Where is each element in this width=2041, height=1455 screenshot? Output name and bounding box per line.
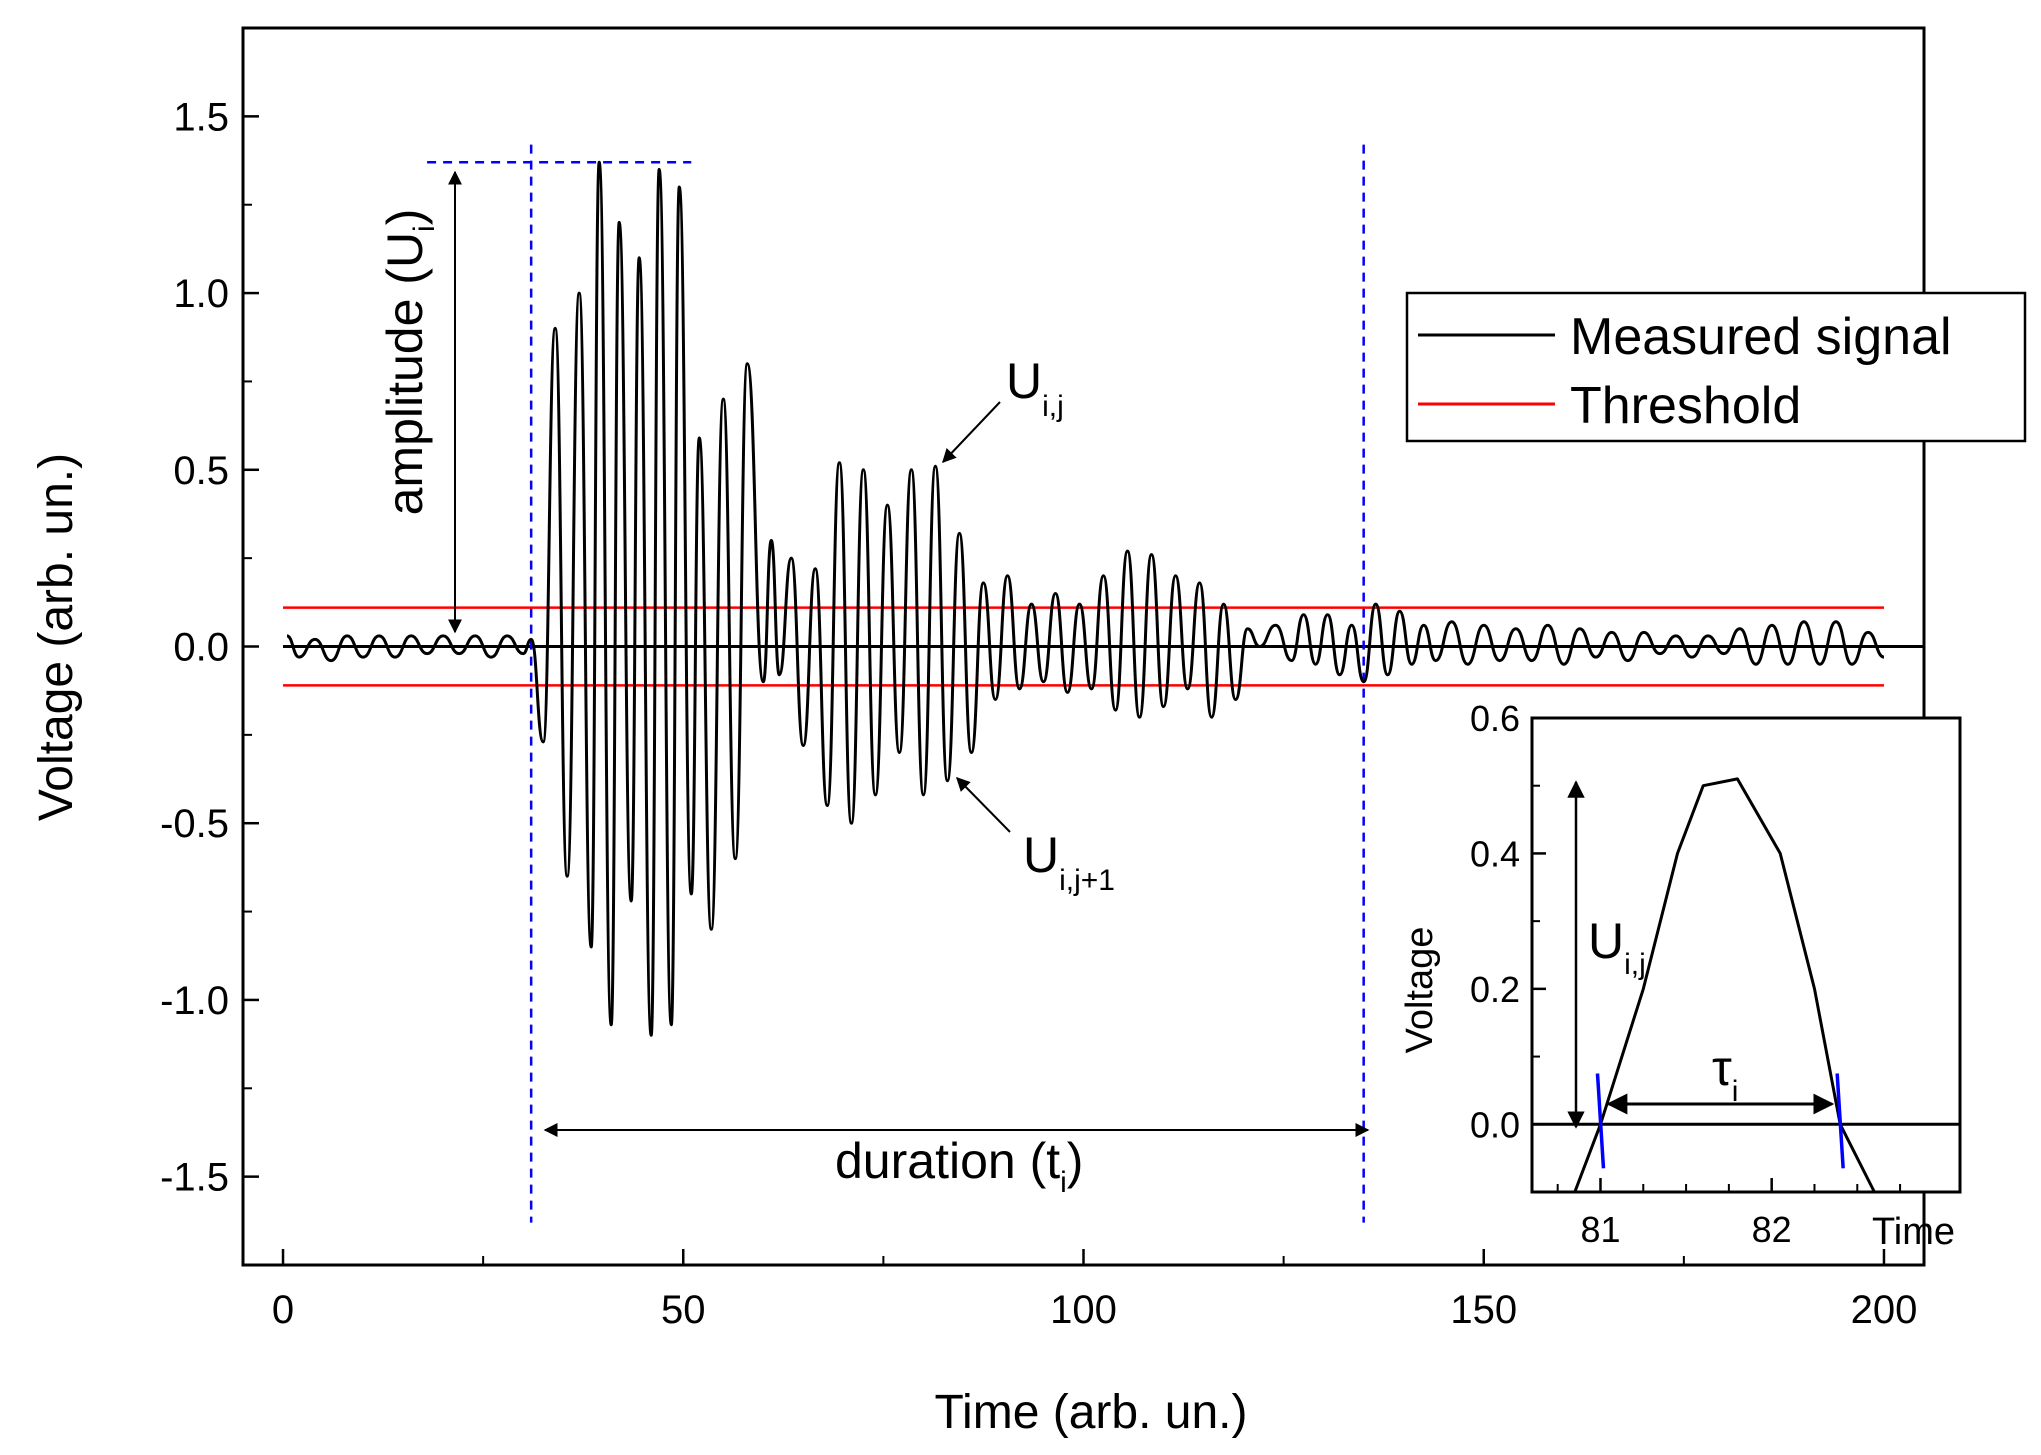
inset-x-tick-label: 81	[1580, 1209, 1620, 1250]
y-tick-label: 0.5	[173, 449, 229, 493]
uij1-label: Ui,j+1	[1023, 827, 1115, 897]
inset-threshold-crossing-mark	[1595, 1073, 1606, 1169]
x-tick-label: 150	[1450, 1288, 1517, 1332]
inset-tau-label: τi	[1712, 1040, 1738, 1108]
y-tick-label: 1.5	[173, 95, 229, 139]
amplitude-label-main: amplitude (U	[377, 232, 433, 515]
x-axis-title: Time (arb. un.)	[935, 1386, 1248, 1439]
uij-label-main: U	[1006, 353, 1042, 409]
inset-y-tick-label: 0.4	[1470, 833, 1520, 874]
legend-label-measured: Measured signal	[1570, 308, 1952, 366]
y-tick-label: -1.0	[160, 979, 229, 1023]
legend-box	[1405, 291, 2027, 443]
x-tick-label: 100	[1050, 1288, 1117, 1332]
uij1-label-main: U	[1023, 827, 1059, 883]
inset-x-tick-label: 82	[1752, 1209, 1792, 1250]
y-tick-label: 0.0	[173, 626, 229, 670]
legend-label-threshold: Threshold	[1570, 377, 1801, 435]
duration-label-sub: i	[1060, 1166, 1067, 1199]
duration-label-close: )	[1067, 1133, 1084, 1189]
inset-u-label-main: U	[1588, 913, 1624, 969]
inset-tick-labels: 81 82 0.0 0.2 0.4 0.6	[1470, 698, 1792, 1250]
main-tick-labels: 0 50 100 150 200 -1.5 -1.0 -0.5 0.0 0.5 1.0 1.5	[160, 95, 1917, 1332]
main-overlays	[283, 144, 1924, 1223]
amplitude-label-sub: i	[408, 225, 441, 232]
inset-series-group	[1532, 777, 1960, 1193]
x-tick-label: 50	[661, 1288, 706, 1332]
inset-threshold-crossing-mark	[1835, 1073, 1845, 1169]
main-chart: 0 50 100 150 200 -1.5 -1.0 -0.5 0.0 0.5 1.0 1.5 Tim…	[30, 26, 2027, 1439]
y-tick-label: -0.5	[160, 802, 229, 846]
inset-tau-label-sub: i	[1732, 1075, 1739, 1108]
y-tick-label: -1.5	[160, 1156, 229, 1200]
inset-x-axis-title: Time	[1872, 1211, 1955, 1253]
duration-label-main: duration (t	[835, 1133, 1060, 1189]
y-axis-title: Voltage (arb. un.)	[30, 453, 83, 821]
main-series-group	[286, 160, 1885, 1037]
uij1-arrow	[956, 777, 1011, 833]
duration-label: duration (ti)	[835, 1133, 1083, 1199]
measured-signal-line	[286, 160, 1885, 1037]
inset-y-tick-label: 0.2	[1470, 969, 1520, 1010]
inset-u-label-sub: i,j	[1624, 948, 1646, 981]
amplitude-label: amplitude (Ui)	[377, 209, 441, 516]
uij1-label-sub: i,j+1	[1059, 864, 1115, 897]
inset-y-axis-title: Voltage	[1399, 927, 1441, 1054]
uij-arrow	[942, 401, 1001, 464]
x-tick-label: 200	[1851, 1288, 1918, 1332]
inset-chart: 81 82 0.0 0.2 0.4 0.6 Time Voltage Ui,j τi	[1399, 698, 1962, 1253]
inset-tau-label-main: τ	[1712, 1040, 1732, 1096]
legend: Measured signal Threshold	[1405, 291, 2027, 443]
inset-signal-line	[1573, 777, 1876, 1193]
amplitude-label-close: )	[377, 209, 433, 226]
x-tick-label: 0	[272, 1288, 294, 1332]
main-plot-frame	[241, 26, 1926, 1267]
inset-y-tick-label: 0.6	[1470, 698, 1520, 739]
inset-u-label: Ui,j	[1588, 913, 1646, 981]
uij-label: Ui,j	[1006, 353, 1064, 423]
y-tick-label: 1.0	[173, 272, 229, 316]
uij-label-sub: i,j	[1042, 390, 1064, 423]
inset-plot-frame	[1530, 716, 1962, 1194]
inset-y-tick-label: 0.0	[1470, 1104, 1520, 1145]
